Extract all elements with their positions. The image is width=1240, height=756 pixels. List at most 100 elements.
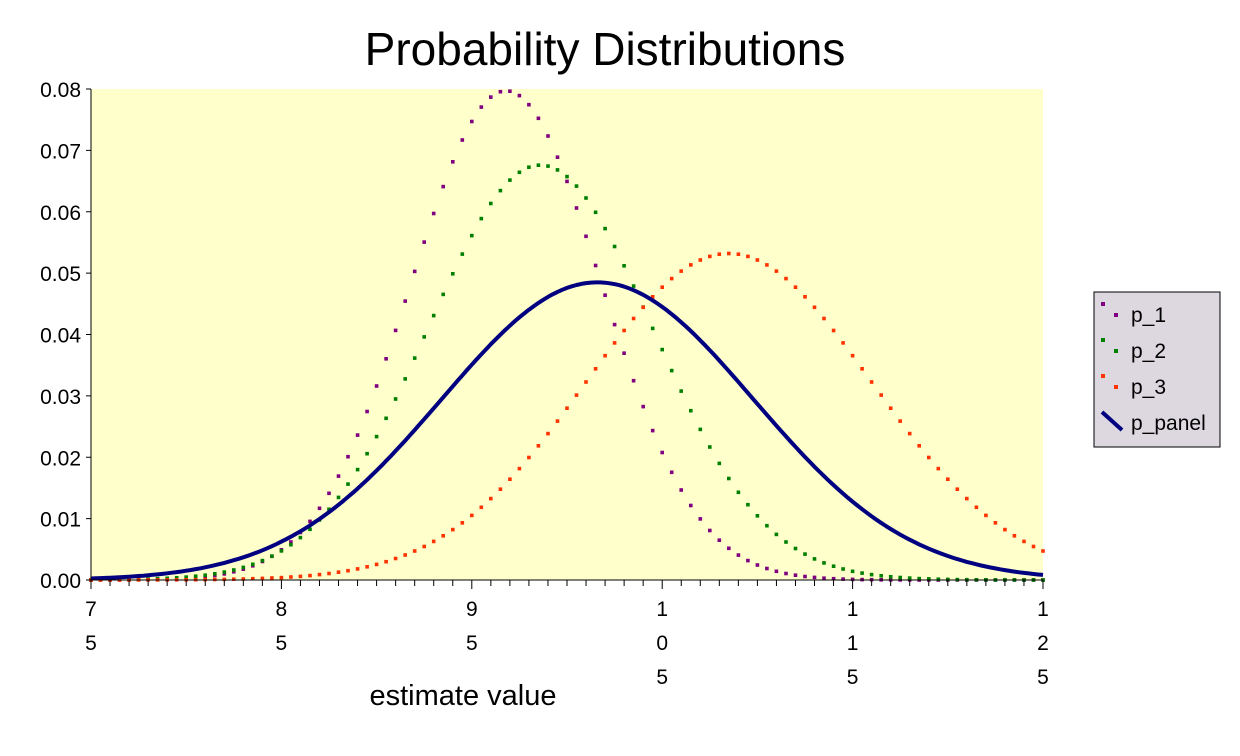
x-tick-label-char: 5 <box>656 666 668 689</box>
legend-item-p_1: p_1 <box>1101 302 1166 327</box>
series-point-p_3 <box>374 562 379 567</box>
series-point-p_3 <box>232 577 236 581</box>
series-point-p_2 <box>888 575 893 579</box>
series-point-p_2 <box>869 572 874 577</box>
series-point-p_2 <box>936 577 941 581</box>
series-point-p_2 <box>403 377 407 381</box>
series-point-p_2 <box>460 252 465 256</box>
series-layer <box>89 89 1045 582</box>
series-point-p_3 <box>593 367 598 371</box>
series-p_2 <box>89 163 1045 582</box>
series-point-p_2 <box>355 467 360 472</box>
series-point-p_3 <box>574 393 579 397</box>
series-point-p_2 <box>898 575 902 580</box>
series-point-p_2 <box>831 564 836 568</box>
series-point-p_1 <box>698 517 703 521</box>
x-tick-label: 1 1 5 <box>847 598 859 689</box>
series-point-p_3 <box>241 577 246 581</box>
series-point-p_2 <box>584 196 588 200</box>
series-point-p_2 <box>727 476 731 481</box>
series-point-p_1 <box>565 179 569 184</box>
y-tick-label: 0.08 <box>40 79 81 102</box>
x-tick-label-char: 1 <box>847 598 859 621</box>
series-point-p_3 <box>917 444 921 448</box>
series-point-p_3 <box>1022 539 1026 544</box>
series-point-p_1 <box>736 553 741 557</box>
series-point-p_2 <box>451 272 455 276</box>
x-tick-label-char: 5 <box>847 666 859 689</box>
y-tick-label: 0.04 <box>40 325 81 348</box>
x-tick-label-char: 2 <box>1037 632 1049 655</box>
series-point-p_1 <box>451 160 455 164</box>
series-point-p_1 <box>422 240 426 244</box>
legend-swatch <box>1100 410 1124 432</box>
y-tick-label: 0.01 <box>40 509 81 532</box>
series-point-p_1 <box>793 573 798 577</box>
series-point-p_2 <box>498 188 503 193</box>
series-point-p_3 <box>869 380 874 384</box>
series-point-p_2 <box>774 532 779 537</box>
series-point-p_1 <box>536 116 541 121</box>
series-point-p_3 <box>565 406 569 410</box>
series-point-p_2 <box>736 490 741 495</box>
series-point-p_2 <box>746 502 750 507</box>
series-point-p_3 <box>517 466 522 471</box>
series-point-p_2 <box>803 552 807 556</box>
series-point-p_3 <box>974 505 979 510</box>
series-point-p_2 <box>193 574 198 578</box>
legend-label: p_3 <box>1131 376 1166 399</box>
x-tick-label: 1 2 5 <box>1037 598 1049 689</box>
x-tick-label-char: 9 <box>466 598 478 621</box>
series-point-p_3 <box>403 553 407 557</box>
series-point-p_2 <box>860 571 864 575</box>
series-point-p_1 <box>412 269 417 274</box>
series-point-p_2 <box>841 567 845 571</box>
series-point-p_3 <box>460 521 465 525</box>
series-point-p_2 <box>574 184 579 188</box>
series-point-p_2 <box>879 574 883 578</box>
series-point-p_3 <box>422 544 426 549</box>
series-point-p_1 <box>470 119 474 124</box>
series-point-p_3 <box>527 455 531 460</box>
series-point-p_2 <box>279 549 284 553</box>
series-point-p_2 <box>565 174 569 179</box>
series-point-p_3 <box>1003 527 1007 532</box>
series-point-p_1 <box>527 102 531 107</box>
series-point-p_3 <box>251 576 255 581</box>
series-point-p_1 <box>327 491 331 496</box>
series-point-p_3 <box>1041 549 1045 553</box>
axes <box>90 89 1044 589</box>
series-point-p_3 <box>993 521 998 525</box>
series-point-p_1 <box>622 351 626 355</box>
series-point-p_3 <box>270 576 274 580</box>
series-point-p_3 <box>384 559 388 564</box>
series-point-p_3 <box>336 570 341 574</box>
series-point-p_2 <box>927 577 931 581</box>
series-point-p_3 <box>641 305 645 310</box>
y-tick-labels: 0.00 0.01 0.02 0.03 0.04 0.05 0.06 0.07 0.08 <box>40 79 91 593</box>
series-point-p_2 <box>422 335 426 339</box>
series-point-p_3 <box>660 285 664 289</box>
x-tick-label-char: 5 <box>1037 666 1049 689</box>
series-point-p_3 <box>927 455 931 460</box>
series-point-p_3 <box>279 575 284 580</box>
series-point-p_1 <box>850 577 855 582</box>
series-point-p_2 <box>298 535 303 540</box>
series-point-p_3 <box>260 576 265 581</box>
x-tick-label-char: 1 <box>1037 598 1049 621</box>
series-point-p_1 <box>584 234 588 239</box>
series-point-p_1 <box>365 409 369 414</box>
series-point-p_2 <box>365 451 369 456</box>
series-point-p_3 <box>946 477 950 481</box>
series-point-p_3 <box>584 380 588 384</box>
series-point-p_1 <box>508 89 512 93</box>
series-point-p_2 <box>184 575 188 579</box>
series-point-p_3 <box>489 496 493 501</box>
series-point-p_2 <box>384 416 388 421</box>
series-point-p_2 <box>222 570 227 574</box>
series-point-p_3 <box>784 276 788 281</box>
series-point-p_3 <box>831 328 836 333</box>
y-tick-label: 0.03 <box>40 386 81 409</box>
series-point-p_3 <box>441 534 445 538</box>
